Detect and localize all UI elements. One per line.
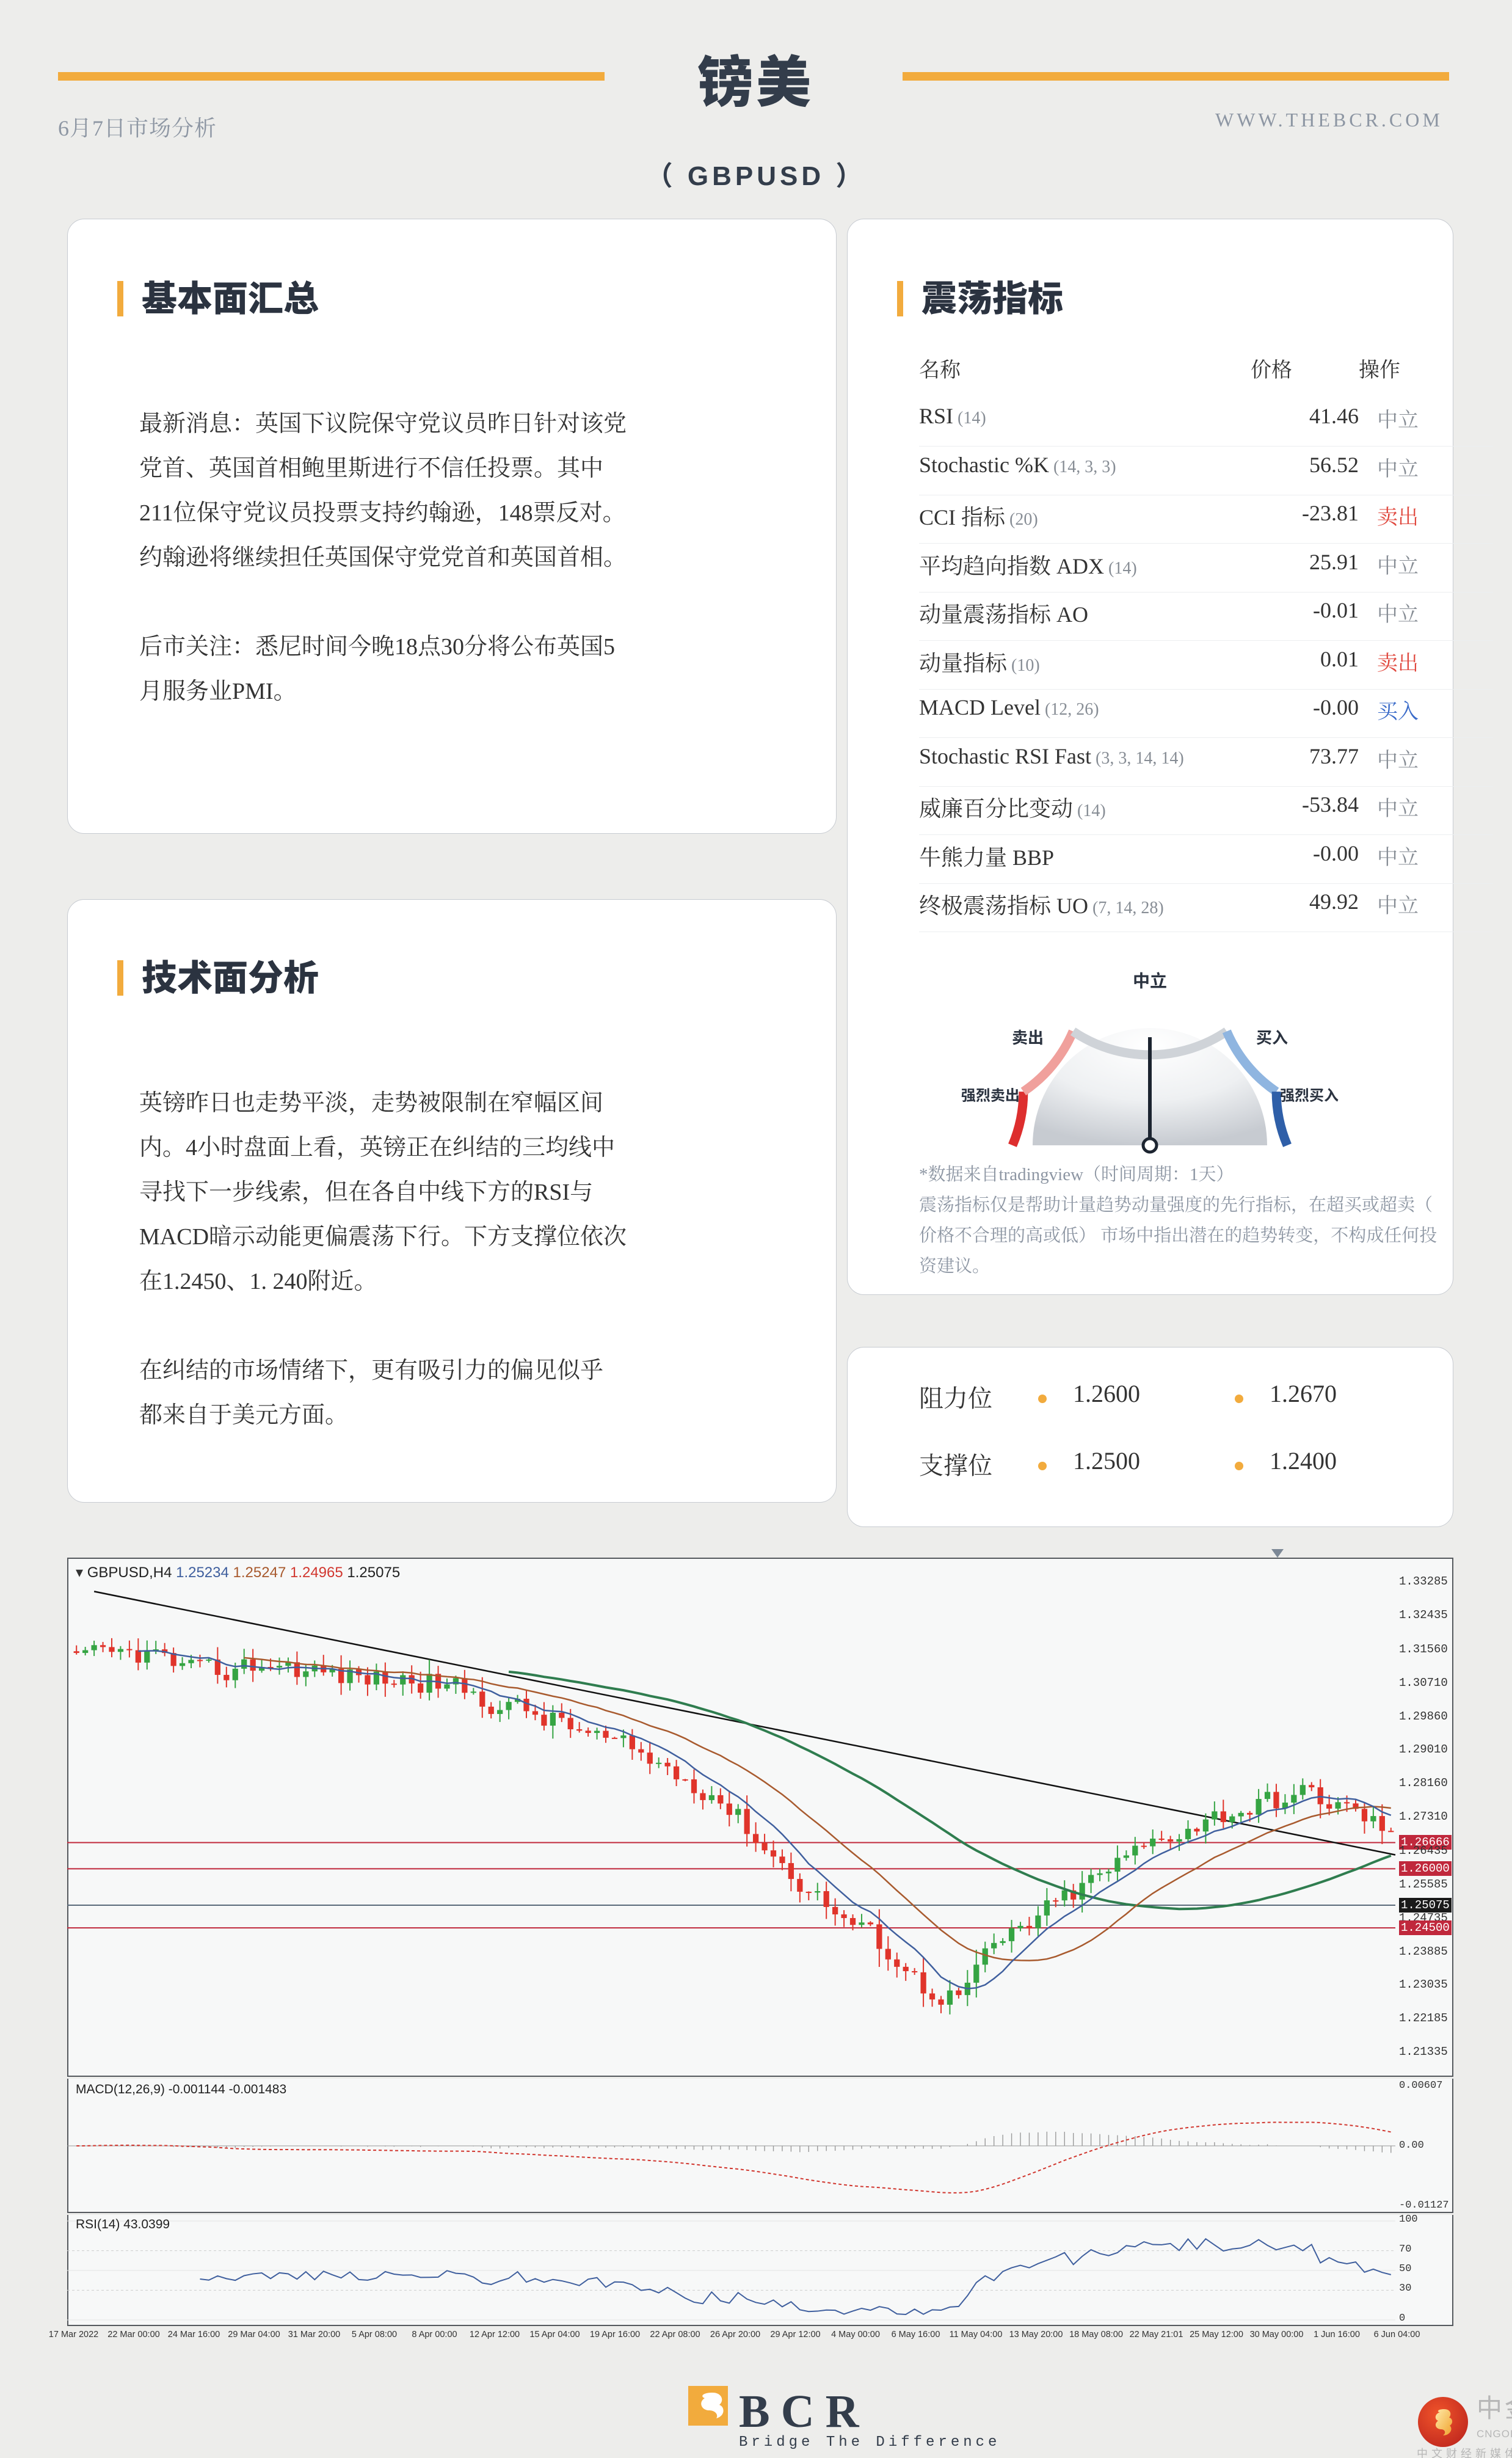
svg-text:卖出: 卖出 [1012, 1029, 1044, 1047]
svg-text:强烈卖出: 强烈卖出 [961, 1088, 1020, 1104]
svg-text:买入: 买入 [1256, 1029, 1288, 1047]
svg-text:强烈买入: 强烈买入 [1280, 1088, 1339, 1104]
svg-text:中立: 中立 [1133, 971, 1167, 990]
